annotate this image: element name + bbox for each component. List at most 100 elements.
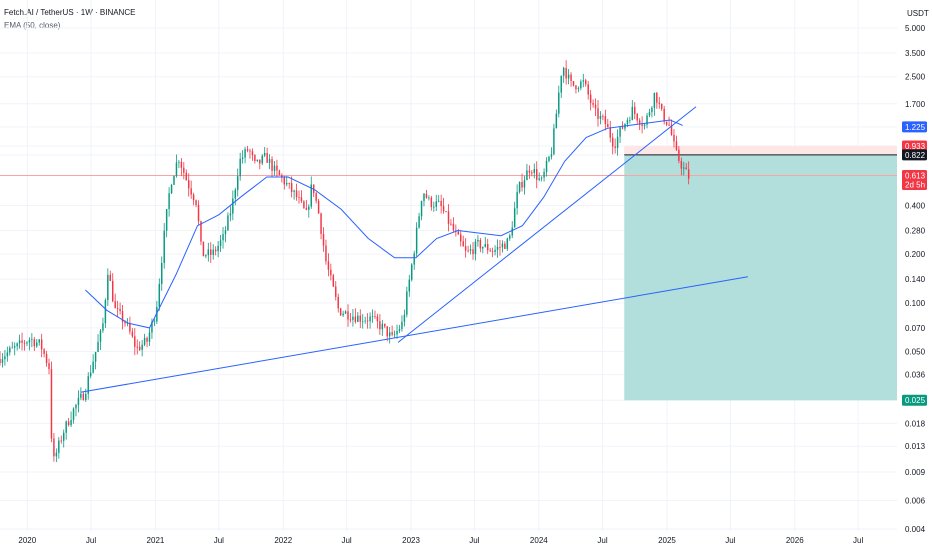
candle-body [550,154,553,157]
candle-body [33,339,36,347]
candle-body [548,156,550,161]
candle-body [195,200,197,205]
price-tag [902,149,927,161]
candle-body [156,307,158,322]
candle-body [504,243,506,249]
candle-body [486,243,489,251]
candle-body [114,301,116,309]
candle-body [489,250,491,252]
time-tick-label: 2025 [658,536,676,545]
candle-body [585,80,587,85]
price-tick-label: 3.500 [905,49,926,58]
time-tick-label: Jul [86,536,96,545]
candle-body [685,167,687,170]
candle-body [533,169,536,173]
candle-body [141,344,143,350]
candle-body [364,320,366,322]
candle-body [335,286,337,297]
candle-body [371,316,374,318]
candle-body [168,193,170,210]
candle-body [594,104,597,109]
candle-body [587,84,589,95]
candle-body [683,167,685,169]
candle-body [0,358,1,364]
indicator-label[interactable]: EMA (50, close) [4,21,61,30]
candle-body [241,157,244,159]
candle-body [72,408,75,420]
candle-body [43,349,45,355]
candle-body [670,124,673,135]
candle-body [330,269,332,276]
candle-body [288,182,290,184]
candle-body [332,275,335,287]
price-tick-label: 0.070 [905,324,926,333]
candle-body [558,92,560,114]
candle-body [384,323,386,327]
candle-body [570,74,572,82]
candle-body [9,347,11,353]
candle-body [572,81,575,86]
candle-body [18,340,21,344]
symbol-title[interactable]: Fetch.AI / TetherUS · 1W · BINANCE [4,8,136,17]
candle-body [366,320,369,322]
price-tick-label: 2.500 [905,73,926,82]
candle-body [303,201,305,208]
candle-body [460,234,462,242]
candle-body [567,74,570,79]
candle-body [249,150,251,152]
candle-body [131,331,134,337]
time-axis: 2020 Jul 2021 Jul 2022 Jul 2023 Jul 2024 Jul 2025 J… [18,536,863,545]
candle-body [276,165,278,171]
candle-body [94,351,97,362]
candle-body [491,251,494,253]
candle-body [320,213,322,234]
price-tick-label: 0.400 [905,201,926,210]
candle-body [516,192,518,209]
price-tick-label: 1.700 [905,100,926,109]
candle-body [298,197,300,198]
candle-body [575,85,577,90]
candle-body [599,115,602,119]
currency-label: USDT [907,9,929,18]
candle-body [607,124,609,128]
candle-body [423,193,425,202]
candle-body [665,121,668,125]
candle-body [452,223,455,231]
time-tick-label: Jul [853,536,863,545]
candle-body [134,336,136,347]
candle-body [227,215,229,231]
candle-body [641,124,643,126]
candle-body [236,176,239,190]
candle-body [268,159,271,163]
candle-body [4,356,6,360]
candle-body [70,419,72,426]
candle-body [634,106,636,114]
candle-body [28,339,31,343]
candle-body [580,81,582,89]
candle-body [678,149,680,161]
candle-body [300,197,303,202]
candle-body [327,261,330,270]
candle-body [207,249,210,256]
candle-body [263,152,266,156]
candle-body [175,162,178,177]
candle-body [528,170,531,173]
candle-body [494,249,496,252]
candle-body [183,167,185,173]
candle-body [413,253,415,265]
candle-body [200,221,202,242]
candle-body [482,246,484,249]
candle-body [222,234,224,241]
time-tick-label: 2024 [530,536,548,545]
candle-body [239,158,241,177]
candle-body [180,161,183,168]
stop-loss-zone [624,145,897,155]
candle-body [535,169,538,180]
candle-body [420,201,423,217]
candle-body [359,315,362,322]
time-tick-label: 2023 [402,536,420,545]
candle-body [246,149,249,151]
candle-body [349,319,352,321]
